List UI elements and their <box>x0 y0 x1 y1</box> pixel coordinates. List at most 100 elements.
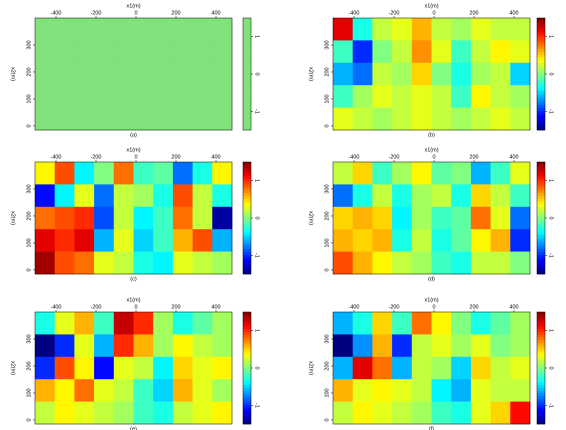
heat-cell <box>74 312 95 335</box>
heat-cell <box>411 107 432 131</box>
heat-cell <box>451 107 472 131</box>
heat-cell <box>372 356 393 380</box>
heat-cell <box>470 206 491 230</box>
heat-cell <box>510 107 531 131</box>
y-tick-label: 200 <box>26 67 32 76</box>
x-tick-label: 400 <box>211 304 220 310</box>
colorbar-step <box>537 76 545 80</box>
colorbar-step <box>243 167 251 171</box>
heat-cell <box>352 18 373 41</box>
heat-cell <box>153 18 174 41</box>
heat-cell <box>431 162 452 185</box>
colorbar-step <box>243 57 251 61</box>
colorbar-step <box>537 368 545 372</box>
heat-cell <box>113 312 134 335</box>
caption: (e) <box>130 426 137 430</box>
colorbar-step <box>243 127 251 131</box>
heat-cell <box>490 184 511 208</box>
colorbar-step <box>243 262 251 266</box>
heat-cell <box>54 206 75 230</box>
colorbar-tick-label: -1 <box>254 403 260 408</box>
heat-cell <box>470 18 491 41</box>
colorbar-step <box>537 362 545 366</box>
heat-cell <box>490 162 511 185</box>
heat-cell <box>333 251 353 275</box>
caption: (b) <box>428 132 435 138</box>
heat-cell <box>372 162 393 185</box>
colorbar-step <box>243 407 251 411</box>
colorbar-step <box>243 60 251 64</box>
colorbar-step <box>243 320 251 324</box>
colorbar-step <box>537 229 545 233</box>
colorbar-step <box>537 104 545 108</box>
heat-cell <box>133 312 154 335</box>
colorbar-step <box>537 176 545 180</box>
x-tick-label: 200 <box>171 304 180 310</box>
heat-cell <box>113 334 134 358</box>
colorbar-step <box>243 415 251 419</box>
x-tick-label: 400 <box>509 154 518 160</box>
heat-cell <box>153 162 174 185</box>
heat-cell <box>113 85 134 108</box>
heat-cell <box>35 356 55 380</box>
x-tick-label: -400 <box>50 10 61 16</box>
heat-cell <box>352 312 373 335</box>
caption: (f) <box>429 426 434 430</box>
heat-cell <box>153 334 174 358</box>
heat-cell <box>392 40 413 64</box>
heat-cell <box>431 62 452 86</box>
heat-cell <box>153 85 174 108</box>
heat-cell <box>74 206 95 230</box>
colorbar-step <box>243 314 251 318</box>
colorbar-step <box>537 113 545 117</box>
x-tick-label: 200 <box>171 10 180 16</box>
heat-cell <box>133 162 154 185</box>
colorbar-step <box>537 173 545 177</box>
heat-cell <box>172 18 193 41</box>
heat-cell <box>510 18 531 41</box>
heat-cell <box>54 312 75 335</box>
colorbar-step <box>537 201 545 205</box>
heat-cell <box>35 18 55 41</box>
heat-cell <box>172 401 193 425</box>
colorbar-step <box>537 234 545 238</box>
heat-cell <box>54 107 75 131</box>
heat-cell <box>510 40 531 64</box>
heat-cell <box>113 251 134 275</box>
heat-cell <box>74 379 95 402</box>
heat-cell <box>94 356 115 380</box>
colorbar-step <box>243 82 251 86</box>
plot-frame <box>34 17 233 131</box>
heat-cell <box>172 251 193 275</box>
heat-cell <box>153 229 174 252</box>
colorbar-step <box>243 351 251 355</box>
colorbar-step <box>243 184 251 188</box>
colorbar-step <box>537 48 545 52</box>
y-tick-label: 200 <box>324 361 330 370</box>
heat-cell <box>172 206 193 230</box>
x-tick-label: -400 <box>50 154 61 160</box>
heat-cell <box>54 229 75 252</box>
heat-cell <box>172 40 193 64</box>
colorbar-step <box>243 220 251 224</box>
heat-cell <box>510 184 531 208</box>
colorbar-step <box>537 212 545 216</box>
heat-cell <box>54 334 75 358</box>
y-tick-label: 200 <box>324 211 330 220</box>
colorbar-step <box>537 215 545 219</box>
heat-cell <box>74 356 95 380</box>
plot-frame <box>332 311 531 425</box>
colorbar-step <box>243 121 251 125</box>
heat-cell <box>172 62 193 86</box>
colorbar-step <box>537 82 545 86</box>
heat-cell <box>352 251 373 275</box>
colorbar-step <box>537 218 545 222</box>
heat-cell <box>54 85 75 108</box>
heat-cell <box>510 206 531 230</box>
colorbar-tick-label: -1 <box>548 403 554 408</box>
colorbar-step <box>243 181 251 185</box>
heat-cell <box>470 184 491 208</box>
colorbar-step <box>537 37 545 41</box>
heat-cell <box>153 107 174 131</box>
colorbar-step <box>537 32 545 36</box>
